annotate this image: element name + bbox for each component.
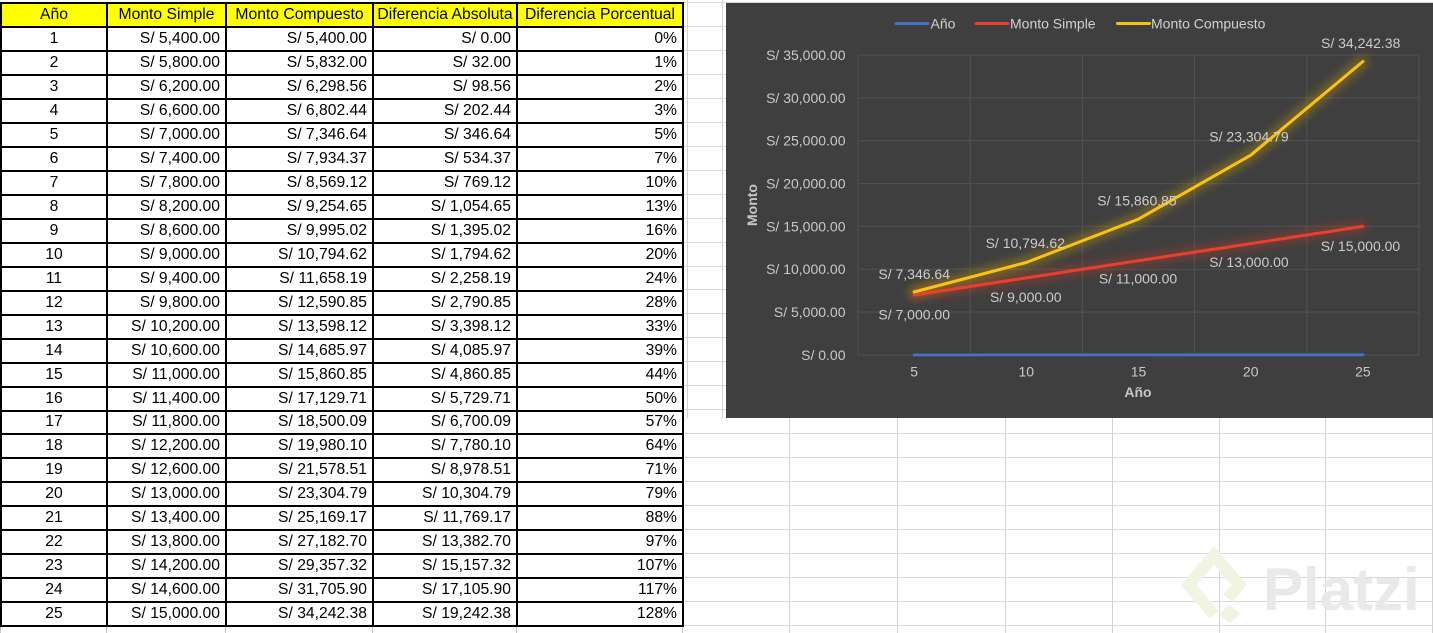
svg-text:S/ 9,000.00: S/ 9,000.00 <box>990 289 1062 305</box>
svg-text:Monto Simple: Monto Simple <box>1010 15 1096 31</box>
svg-text:S/ 15,000.00: S/ 15,000.00 <box>1321 238 1401 254</box>
svg-text:S/ 7,346.64: S/ 7,346.64 <box>878 266 950 282</box>
svg-text:S/ 15,860.85: S/ 15,860.85 <box>1097 192 1177 208</box>
svg-text:S/ 10,794.62: S/ 10,794.62 <box>986 235 1066 251</box>
svg-text:Monto Compuesto: Monto Compuesto <box>1151 15 1266 31</box>
svg-text:S/ 13,000.00: S/ 13,000.00 <box>1209 254 1289 270</box>
svg-text:S/ 0.00: S/ 0.00 <box>801 347 846 363</box>
svg-text:Año: Año <box>1124 384 1151 400</box>
svg-text:Monto: Monto <box>744 184 760 226</box>
svg-text:S/ 30,000.00: S/ 30,000.00 <box>766 90 846 106</box>
svg-text:Año: Año <box>931 15 956 31</box>
svg-text:25: 25 <box>1355 363 1371 379</box>
svg-text:S/ 20,000.00: S/ 20,000.00 <box>766 176 846 192</box>
svg-text:20: 20 <box>1243 363 1259 379</box>
svg-text:S/ 25,000.00: S/ 25,000.00 <box>766 133 846 149</box>
svg-text:S/ 11,000.00: S/ 11,000.00 <box>1099 270 1178 286</box>
svg-text:10: 10 <box>1019 363 1035 379</box>
svg-text:S/ 10,000.00: S/ 10,000.00 <box>766 261 846 277</box>
svg-text:S/ 35,000.00: S/ 35,000.00 <box>766 47 846 63</box>
svg-text:S/ 7,000.00: S/ 7,000.00 <box>878 307 950 323</box>
svg-text:S/ 23,304.79: S/ 23,304.79 <box>1209 129 1289 145</box>
svg-text:Platzi: Platzi <box>1263 556 1420 623</box>
svg-text:S/ 15,000.00: S/ 15,000.00 <box>766 218 846 234</box>
svg-text:S/ 34,242.38: S/ 34,242.38 <box>1321 35 1401 51</box>
svg-text:S/ 5,000.00: S/ 5,000.00 <box>774 304 846 320</box>
svg-text:5: 5 <box>910 363 918 379</box>
svg-text:15: 15 <box>1131 363 1147 379</box>
